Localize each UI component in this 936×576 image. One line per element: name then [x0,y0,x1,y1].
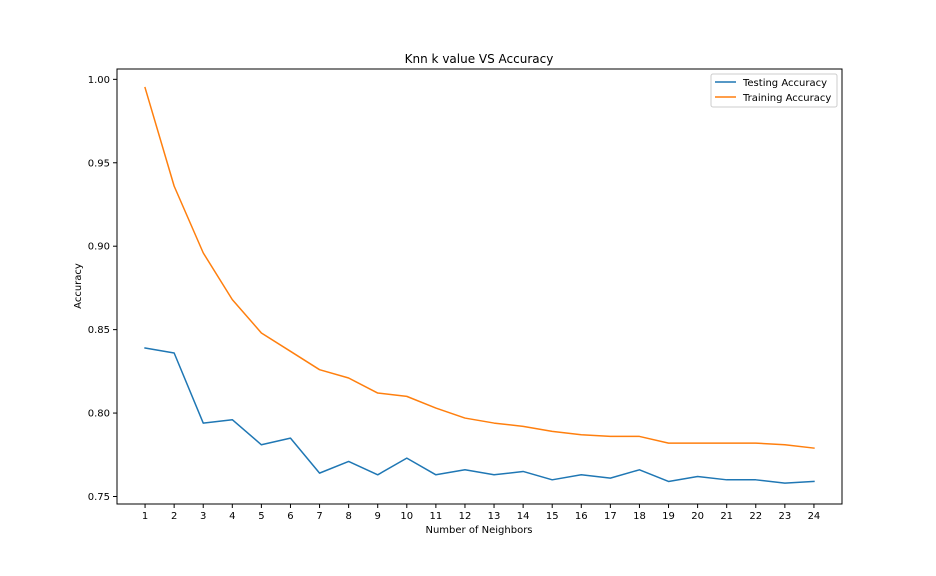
testing-accuracy-line [144,347,815,484]
x-tick-label: 11 [430,511,443,522]
x-tick-label: 17 [604,511,617,522]
x-tick-label: 12 [459,511,472,522]
x-tick-label: 10 [400,511,413,522]
x-tick-label: 13 [488,511,501,522]
x-tick-label: 19 [662,511,675,522]
x-tick-label: 18 [633,511,646,522]
x-tick-label: 16 [575,511,588,522]
x-tick-label: 5 [258,511,264,522]
x-tick-label: 22 [749,511,762,522]
y-tick-label: 0.95 [88,158,110,169]
x-tick-label: 24 [808,511,821,522]
x-tick-label: 14 [517,511,530,522]
axis-ticks: 1 2 3 4 5 6 7 8 9 10 11 12 13 14 15 16 17 18 19 20 21 22 23 240… [88,75,821,522]
x-tick-label: 4 [229,511,235,522]
x-tick-label: 2 [171,511,177,522]
legend-label-testing: Testing Accuracy [742,78,827,89]
plot-area [144,86,815,484]
chart-title: Knn k value VS Accuracy [405,52,554,66]
x-tick-label: 9 [375,511,381,522]
training-accuracy-line [144,86,815,449]
x-tick-label: 23 [778,511,791,522]
y-tick-label: 0.85 [88,325,110,336]
x-tick-label: 7 [316,511,322,522]
y-tick-label: 0.90 [88,242,110,253]
y-tick-label: 0.80 [88,409,110,420]
legend-label-training: Training Accuracy [742,93,831,104]
y-tick-label: 1.00 [88,75,110,86]
legend-box [710,73,838,108]
x-axis-label: Number of Neighbors [425,525,532,536]
legend: Testing Accuracy Training Accuracy [710,73,838,108]
axes-frame [116,68,843,505]
y-tick-label: 0.75 [88,492,110,503]
x-tick-label: 21 [720,511,733,522]
x-tick-label: 6 [287,511,293,522]
x-tick-label: 8 [345,511,351,522]
x-tick-label: 15 [546,511,559,522]
y-axis-label: Accuracy [73,263,84,309]
x-tick-label: 20 [691,511,704,522]
x-tick-label: 3 [200,511,206,522]
x-tick-label: 1 [142,511,148,522]
